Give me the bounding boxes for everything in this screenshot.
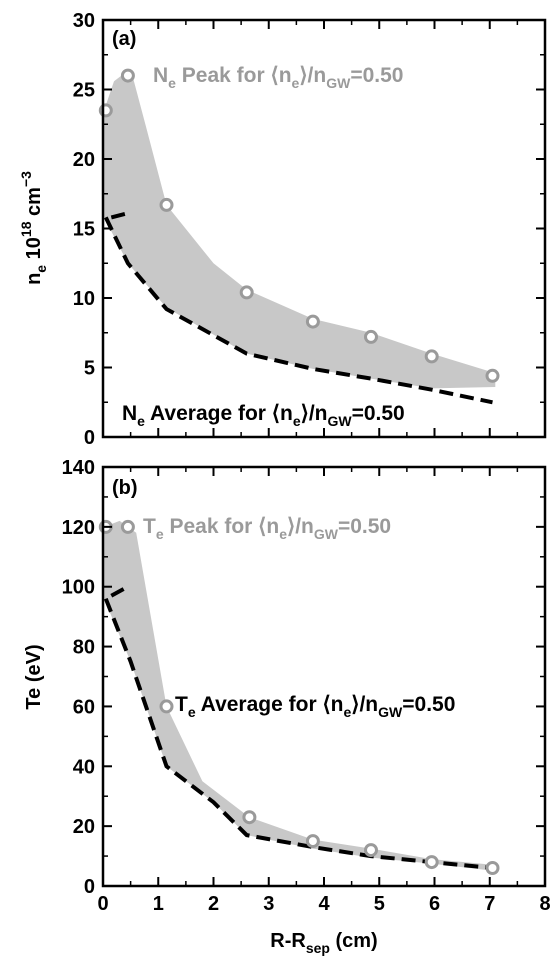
panel-a-points bbox=[98, 68, 500, 383]
average-dashed-line bbox=[103, 597, 493, 870]
y-tick-label: 120 bbox=[62, 517, 95, 539]
peak-data-point bbox=[364, 329, 378, 344]
x-tick-label: 8 bbox=[539, 893, 550, 915]
y-tick-label: 15 bbox=[73, 219, 95, 241]
peak-data-point bbox=[159, 699, 174, 714]
panel-a-label: (a) bbox=[112, 28, 136, 50]
panel-a-average-label: Ne Average for ⟨ne⟩/nGW=0.50 bbox=[122, 402, 405, 429]
panel-a-peak-label: Ne Peak for ⟨ne⟩/nGW=0.50 bbox=[153, 64, 403, 91]
panel-b-average-label: Te Average for ⟨ne⟩/nGW=0.50 bbox=[175, 693, 455, 720]
peak-data-point bbox=[242, 810, 257, 825]
x-tick-label: 4 bbox=[318, 893, 330, 915]
panel-a-band bbox=[104, 68, 496, 389]
panel-b-band bbox=[104, 520, 496, 871]
peak-data-point bbox=[159, 197, 174, 212]
y-tick-label: 60 bbox=[73, 696, 95, 718]
x-tick-label: 0 bbox=[97, 893, 108, 915]
panel-a: 0 5 10 15 20 25 30 (a) Ne Peak for ⟨ne⟩/nGW=0.… bbox=[18, 10, 547, 449]
peak-data-point bbox=[120, 519, 135, 534]
x-tick-label: 3 bbox=[263, 893, 274, 915]
shaded-band bbox=[104, 68, 496, 389]
peak-data-point bbox=[239, 285, 254, 300]
x-tick-label: 7 bbox=[484, 893, 495, 915]
average-dashed-stub bbox=[110, 584, 129, 598]
y-tick-label: 20 bbox=[73, 816, 95, 838]
peak-data-point bbox=[305, 834, 320, 849]
panel-a-ticks: 0 5 10 15 20 25 30 bbox=[73, 10, 546, 449]
x-tick-label: 1 bbox=[153, 893, 164, 915]
peak-data-point bbox=[305, 314, 320, 329]
y-tick-label: 100 bbox=[62, 577, 95, 599]
peak-data-point bbox=[485, 861, 500, 875]
y-tick-label: 140 bbox=[62, 457, 95, 479]
shaded-band bbox=[104, 520, 496, 871]
panel-b-y-axis-label: Te (eV) bbox=[23, 644, 45, 709]
y-tick-label: 40 bbox=[73, 756, 95, 778]
peak-data-point bbox=[364, 843, 378, 858]
panel-b-points bbox=[98, 519, 500, 875]
peak-data-point bbox=[424, 855, 439, 870]
y-tick-label: 10 bbox=[73, 288, 95, 310]
y-tick-label: 30 bbox=[73, 10, 95, 32]
peak-data-point bbox=[424, 349, 439, 364]
panel-a-lines bbox=[103, 211, 493, 405]
average-dashed-line bbox=[103, 216, 493, 405]
y-tick-label: 5 bbox=[84, 358, 95, 380]
peak-data-point bbox=[485, 368, 500, 383]
y-tick-label: 80 bbox=[73, 637, 95, 659]
x-tick-label: 2 bbox=[208, 893, 219, 915]
panel-b-label: (b) bbox=[112, 477, 138, 499]
panel-a-y-axis-label: ne 1018 cm−3 bbox=[18, 171, 49, 285]
x-tick-label: 5 bbox=[374, 893, 385, 915]
y-tick-label: 0 bbox=[84, 427, 95, 449]
y-tick-label: 20 bbox=[73, 149, 95, 171]
x-axis-label: R-Rsep (cm) bbox=[270, 930, 377, 956]
panel-b-peak-label: Te Peak for ⟨ne⟩/nGW=0.50 bbox=[143, 515, 391, 542]
average-dashed-stub bbox=[110, 211, 129, 220]
y-tick-label: 0 bbox=[84, 876, 95, 898]
y-tick-label: 25 bbox=[73, 80, 95, 102]
x-tick-label: 6 bbox=[429, 893, 440, 915]
peak-data-point bbox=[120, 68, 135, 83]
panel-b-lines bbox=[103, 584, 493, 870]
